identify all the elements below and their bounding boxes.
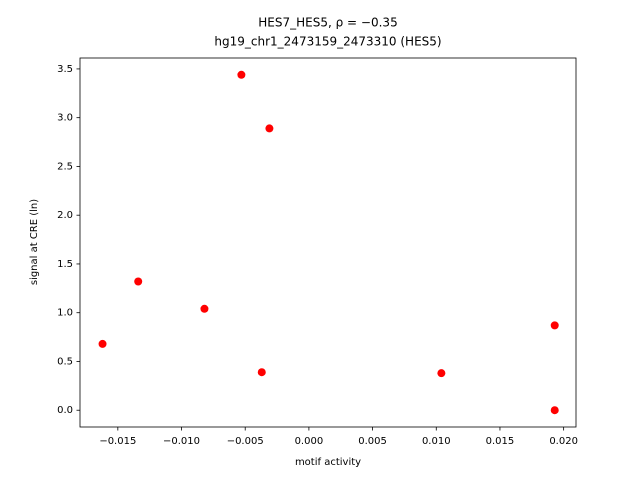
chart-title: HES7_HES5, ρ = −0.35 [258,16,397,30]
point [550,406,559,415]
x-tick-label: 0.000 [295,436,324,447]
y-tick-label: 1.5 [57,259,73,270]
x-tick-label: −0.015 [99,436,136,447]
point [98,339,107,348]
x-tick-label: 0.010 [422,436,451,447]
plot-frame [79,57,577,428]
x-tick-label: −0.010 [163,436,200,447]
x-tick-label: −0.005 [227,436,264,447]
point [200,304,209,313]
x-tick-label: 0.020 [549,436,578,447]
point [437,369,446,378]
point [550,321,559,330]
y-tick-label: 1.0 [57,308,73,319]
y-tick-label: 2.5 [57,161,73,172]
y-tick-label: 3.0 [57,113,73,124]
chart-subtitle: hg19_chr1_2473159_2473310 (HES5) [214,35,441,49]
point [134,277,143,286]
y-tick-label: 3.5 [57,64,73,75]
point [265,124,274,133]
point [257,368,266,377]
x-tick-label: 0.015 [486,436,515,447]
y-tick-label: 2.0 [57,210,73,221]
y-tick-label: 0.5 [57,356,73,367]
y-tick-label: 0.0 [57,405,73,416]
y-axis-label: signal at CRE (ln) [29,199,40,285]
x-axis-label: motif activity [295,457,361,468]
point [237,70,246,79]
x-tick-label: 0.005 [358,436,387,447]
